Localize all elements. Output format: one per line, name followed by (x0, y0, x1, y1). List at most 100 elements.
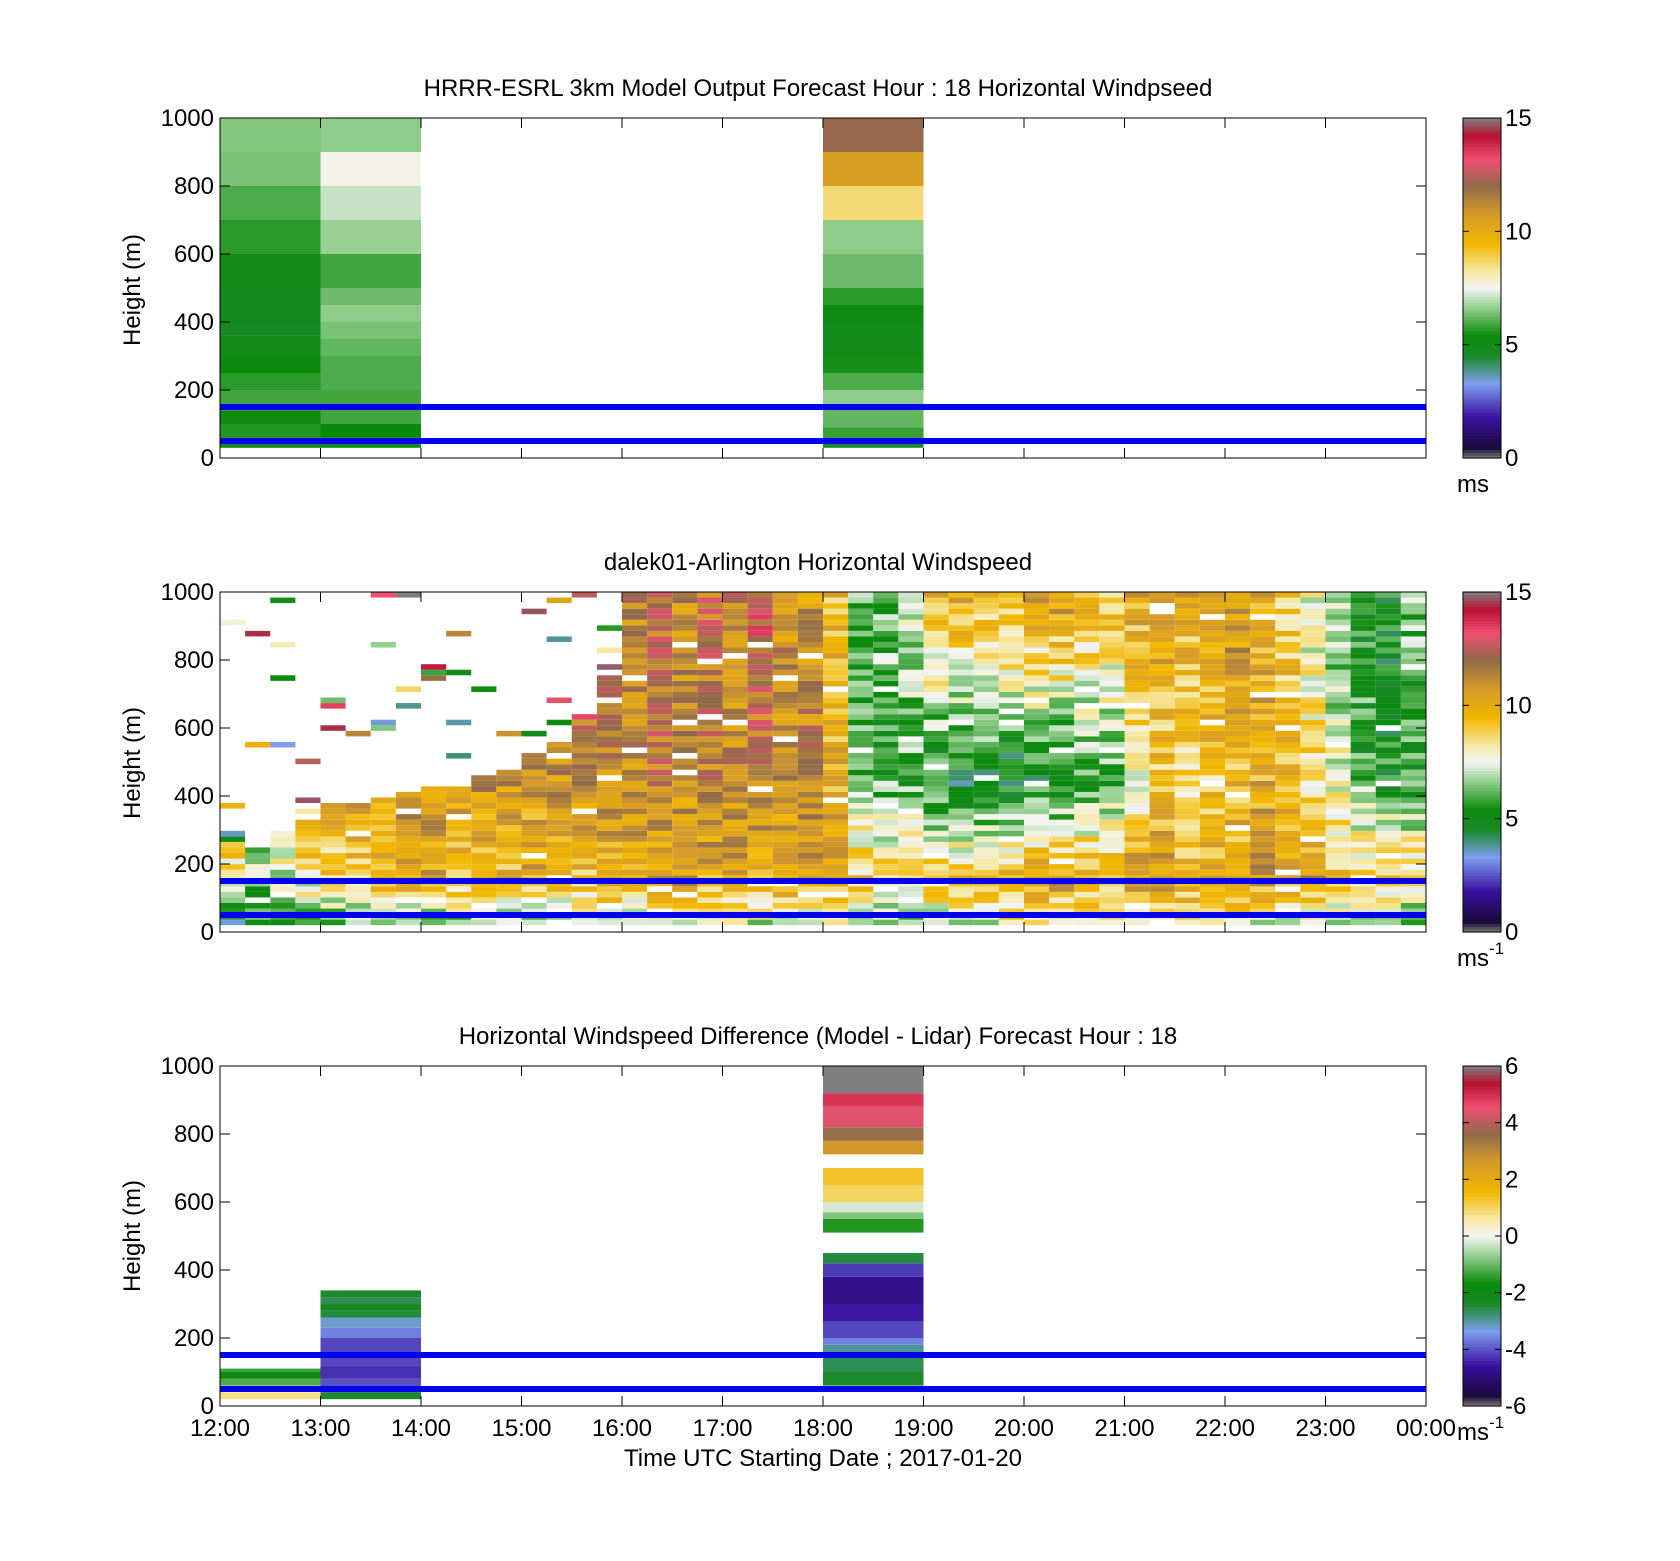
heatmap-cell (622, 891, 648, 898)
heatmap-cell (697, 886, 723, 892)
heatmap-cell (1400, 864, 1426, 870)
heatmap-cell (923, 775, 949, 781)
colorbar-segment (1463, 1397, 1501, 1401)
heatmap-cell (1225, 669, 1251, 676)
heatmap-cell (948, 853, 974, 859)
heatmap-cell (1049, 780, 1075, 787)
heatmap-cell (370, 819, 396, 826)
heatmap-cell (471, 819, 497, 826)
colorbar-segment (1463, 835, 1501, 840)
heatmap-cell (898, 775, 924, 781)
heatmap-cell (1149, 808, 1175, 815)
heatmap-cell (1099, 886, 1125, 892)
heatmap-cell (823, 775, 849, 781)
heatmap-cell (596, 719, 622, 726)
heatmap-cell (998, 791, 1024, 798)
heatmap-cell (797, 675, 823, 681)
heatmap-cell (1250, 825, 1276, 831)
heatmap-cell (370, 858, 396, 865)
y-tick-label: 0 (201, 919, 214, 946)
heatmap-cell (722, 647, 748, 654)
heatmap-cell (622, 780, 648, 787)
heatmap-cell (923, 641, 949, 648)
heatmap-cell (1174, 769, 1200, 776)
heatmap-cell (1225, 664, 1251, 670)
heatmap-cell (446, 919, 472, 926)
heatmap-cell (1300, 764, 1326, 770)
colorbar-segment (1463, 872, 1501, 876)
heatmap-cell (1275, 797, 1301, 804)
colorbar-segment (1463, 1074, 1501, 1078)
heatmap-cell (797, 869, 823, 876)
heatmap-cell (345, 919, 371, 926)
heatmap-cell (848, 869, 874, 876)
heatmap-cell (1325, 791, 1351, 798)
heatmap-cell (772, 753, 798, 759)
heatmap-cell (1250, 791, 1276, 798)
heatmap-cell (622, 841, 648, 848)
colorbar-segment (1463, 1321, 1501, 1325)
heatmap-cell (973, 636, 999, 642)
colorbar-segment (1463, 375, 1501, 380)
heatmap-cell (1375, 680, 1401, 687)
heatmap-cell (421, 819, 447, 826)
heatmap-cell (823, 669, 849, 676)
heatmap-cell (1024, 902, 1050, 909)
heatmap-cell (873, 603, 899, 609)
heatmap-cell (220, 118, 321, 152)
heatmap-cell (1174, 619, 1200, 626)
heatmap-cell (1099, 691, 1125, 698)
heatmap-cell (923, 786, 949, 792)
colorbar-segment (1463, 1145, 1501, 1149)
heatmap-cell (722, 875, 748, 881)
heatmap-cell (345, 808, 371, 815)
heatmap-cell (1024, 730, 1050, 737)
heatmap-cell (772, 686, 798, 692)
colorbar-segment (1463, 1391, 1501, 1396)
heatmap-cell (1049, 597, 1075, 604)
heatmap-cell (873, 619, 899, 626)
heatmap-cell (1325, 919, 1351, 926)
heatmap-cell (1325, 603, 1351, 609)
heatmap-cell (320, 847, 346, 854)
heatmap-cell (722, 841, 748, 848)
colorbar-segment (1463, 832, 1501, 837)
colorbar-unit: ms-1 (1457, 939, 1504, 972)
heatmap-cell (747, 753, 773, 759)
heatmap-cell (1400, 886, 1426, 892)
heatmap-cell (823, 1321, 924, 1338)
heatmap-cell (998, 803, 1024, 809)
heatmap-cell (571, 758, 597, 765)
heatmap-cell (1350, 619, 1376, 626)
colorbar-segment (1463, 651, 1501, 655)
heatmap-cell (220, 897, 246, 903)
heatmap-cell (571, 736, 597, 742)
heatmap-cell (873, 614, 899, 620)
heatmap-cell (923, 869, 949, 876)
colorbar-segment (1463, 256, 1501, 261)
heatmap-cell (823, 747, 849, 754)
heatmap-cell (848, 819, 874, 826)
heatmap-cell (1024, 714, 1050, 720)
heatmap-cell (1400, 830, 1426, 837)
heatmap-cell (622, 875, 648, 881)
heatmap-cell (1124, 736, 1150, 742)
heatmap-cell (622, 625, 648, 631)
colorbar-segment (1463, 305, 1501, 309)
heatmap-cell (898, 797, 924, 804)
heatmap-cell (245, 630, 271, 637)
colorbar-segment (1463, 1258, 1501, 1263)
heatmap-cell (973, 686, 999, 692)
heatmap-cell (1400, 603, 1426, 609)
heatmap-cell (471, 919, 497, 926)
heatmap-cell (596, 897, 622, 903)
heatmap-cell (647, 703, 673, 709)
heatmap-cell (923, 808, 949, 815)
heatmap-cell (1300, 741, 1326, 748)
colorbar-segment (1463, 665, 1501, 670)
colorbar-segment (1463, 742, 1501, 746)
heatmap-cell (747, 675, 773, 681)
heatmap-cell (622, 641, 648, 648)
heatmap-cell (1174, 819, 1200, 826)
heatmap-cell (772, 869, 798, 876)
